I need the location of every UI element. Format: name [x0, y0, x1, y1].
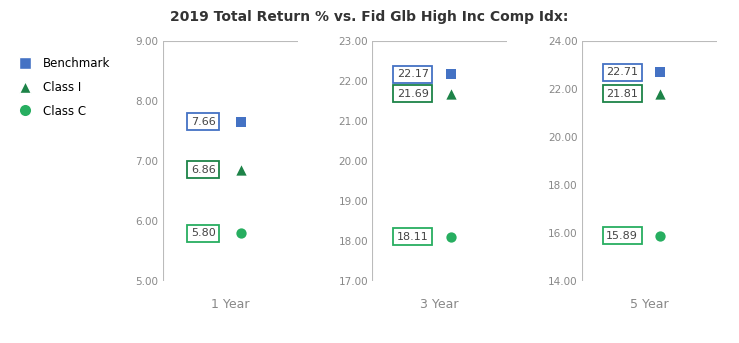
Point — [654, 69, 666, 75]
X-axis label: 3 Year: 3 Year — [420, 298, 459, 311]
X-axis label: 1 Year: 1 Year — [211, 298, 250, 311]
Point — [445, 72, 457, 77]
X-axis label: 5 Year: 5 Year — [630, 298, 669, 311]
Point — [235, 119, 247, 125]
Point — [445, 91, 457, 96]
Text: 21.69: 21.69 — [397, 88, 429, 98]
Text: 6.86: 6.86 — [191, 165, 216, 175]
Legend: Benchmark, Class I, Class C: Benchmark, Class I, Class C — [13, 57, 110, 118]
Point — [235, 230, 247, 236]
Text: 22.71: 22.71 — [606, 67, 638, 77]
Text: 18.11: 18.11 — [397, 232, 429, 242]
Text: 21.81: 21.81 — [606, 89, 638, 99]
Text: 2019 Total Return % vs. Fid Glb High Inc Comp Idx:: 2019 Total Return % vs. Fid Glb High Inc… — [170, 10, 569, 24]
Point — [235, 167, 247, 172]
Text: 22.17: 22.17 — [397, 69, 429, 79]
Text: 7.66: 7.66 — [191, 117, 216, 127]
Point — [654, 91, 666, 96]
Point — [445, 234, 457, 239]
Text: 15.89: 15.89 — [606, 231, 638, 241]
Text: 5.80: 5.80 — [191, 228, 216, 238]
Point — [654, 233, 666, 239]
